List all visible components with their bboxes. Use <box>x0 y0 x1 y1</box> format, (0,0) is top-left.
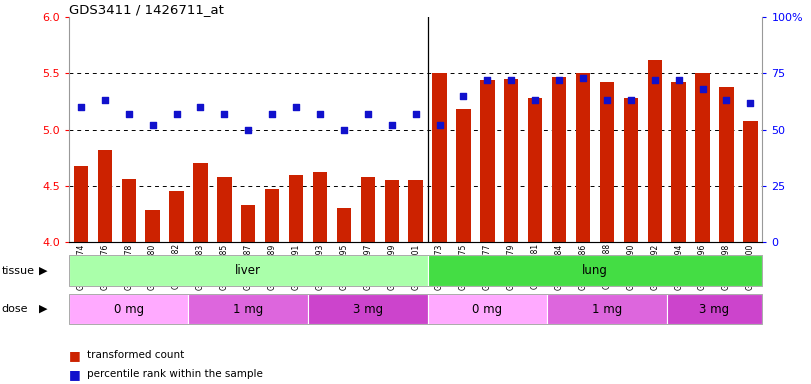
Point <box>194 104 207 110</box>
Point <box>75 104 88 110</box>
Point <box>457 93 470 99</box>
Text: 1 mg: 1 mg <box>233 303 264 316</box>
Text: ▶: ▶ <box>39 304 47 314</box>
Text: percentile rank within the sample: percentile rank within the sample <box>87 369 263 379</box>
Point <box>362 111 375 117</box>
Point <box>242 127 255 133</box>
Bar <box>169 191 184 242</box>
Bar <box>337 208 351 242</box>
Bar <box>409 180 423 242</box>
Bar <box>624 98 638 242</box>
Bar <box>97 150 112 242</box>
Bar <box>719 87 734 242</box>
Point <box>624 97 637 103</box>
Text: tissue: tissue <box>2 266 35 276</box>
Bar <box>217 177 231 242</box>
Point <box>504 77 517 83</box>
Bar <box>289 175 303 242</box>
Bar <box>241 205 255 242</box>
Text: ■: ■ <box>69 368 80 381</box>
Bar <box>647 60 662 242</box>
Point <box>98 97 111 103</box>
Point <box>410 111 423 117</box>
Point <box>577 75 590 81</box>
Bar <box>480 80 495 242</box>
Point <box>337 127 350 133</box>
Bar <box>600 83 614 242</box>
Point <box>122 111 135 117</box>
Text: ▶: ▶ <box>39 266 47 276</box>
Point <box>385 122 398 128</box>
Text: lung: lung <box>582 264 608 277</box>
Text: 1 mg: 1 mg <box>592 303 622 316</box>
Bar <box>122 179 136 242</box>
Bar <box>145 210 160 242</box>
Bar <box>552 77 566 242</box>
Bar <box>313 172 327 242</box>
Point <box>433 122 446 128</box>
Bar <box>504 79 518 242</box>
Point <box>552 77 565 83</box>
Point <box>146 122 159 128</box>
Bar <box>384 180 399 242</box>
Bar <box>528 98 543 242</box>
Point <box>648 77 661 83</box>
Bar <box>576 73 590 242</box>
Point <box>672 77 685 83</box>
Text: ■: ■ <box>69 349 80 362</box>
Point <box>170 111 183 117</box>
Text: GDS3411 / 1426711_at: GDS3411 / 1426711_at <box>69 3 224 16</box>
Point <box>744 99 757 106</box>
Bar <box>695 73 710 242</box>
Point <box>600 97 613 103</box>
Point <box>314 111 327 117</box>
Bar <box>265 189 279 242</box>
Bar <box>361 177 375 242</box>
Bar <box>432 73 447 242</box>
Bar <box>672 83 686 242</box>
Point <box>218 111 231 117</box>
Point <box>290 104 303 110</box>
Point <box>529 97 542 103</box>
Text: transformed count: transformed count <box>87 350 184 360</box>
Bar <box>457 109 470 242</box>
Point <box>696 86 709 92</box>
Point <box>720 97 733 103</box>
Bar <box>193 163 208 242</box>
Text: 3 mg: 3 mg <box>699 303 730 316</box>
Bar <box>74 166 88 242</box>
Point <box>266 111 279 117</box>
Bar <box>743 121 757 242</box>
Text: 0 mg: 0 mg <box>472 303 503 316</box>
Text: 3 mg: 3 mg <box>353 303 383 316</box>
Text: 0 mg: 0 mg <box>114 303 144 316</box>
Point <box>481 77 494 83</box>
Text: dose: dose <box>2 304 28 314</box>
Text: liver: liver <box>235 264 261 277</box>
